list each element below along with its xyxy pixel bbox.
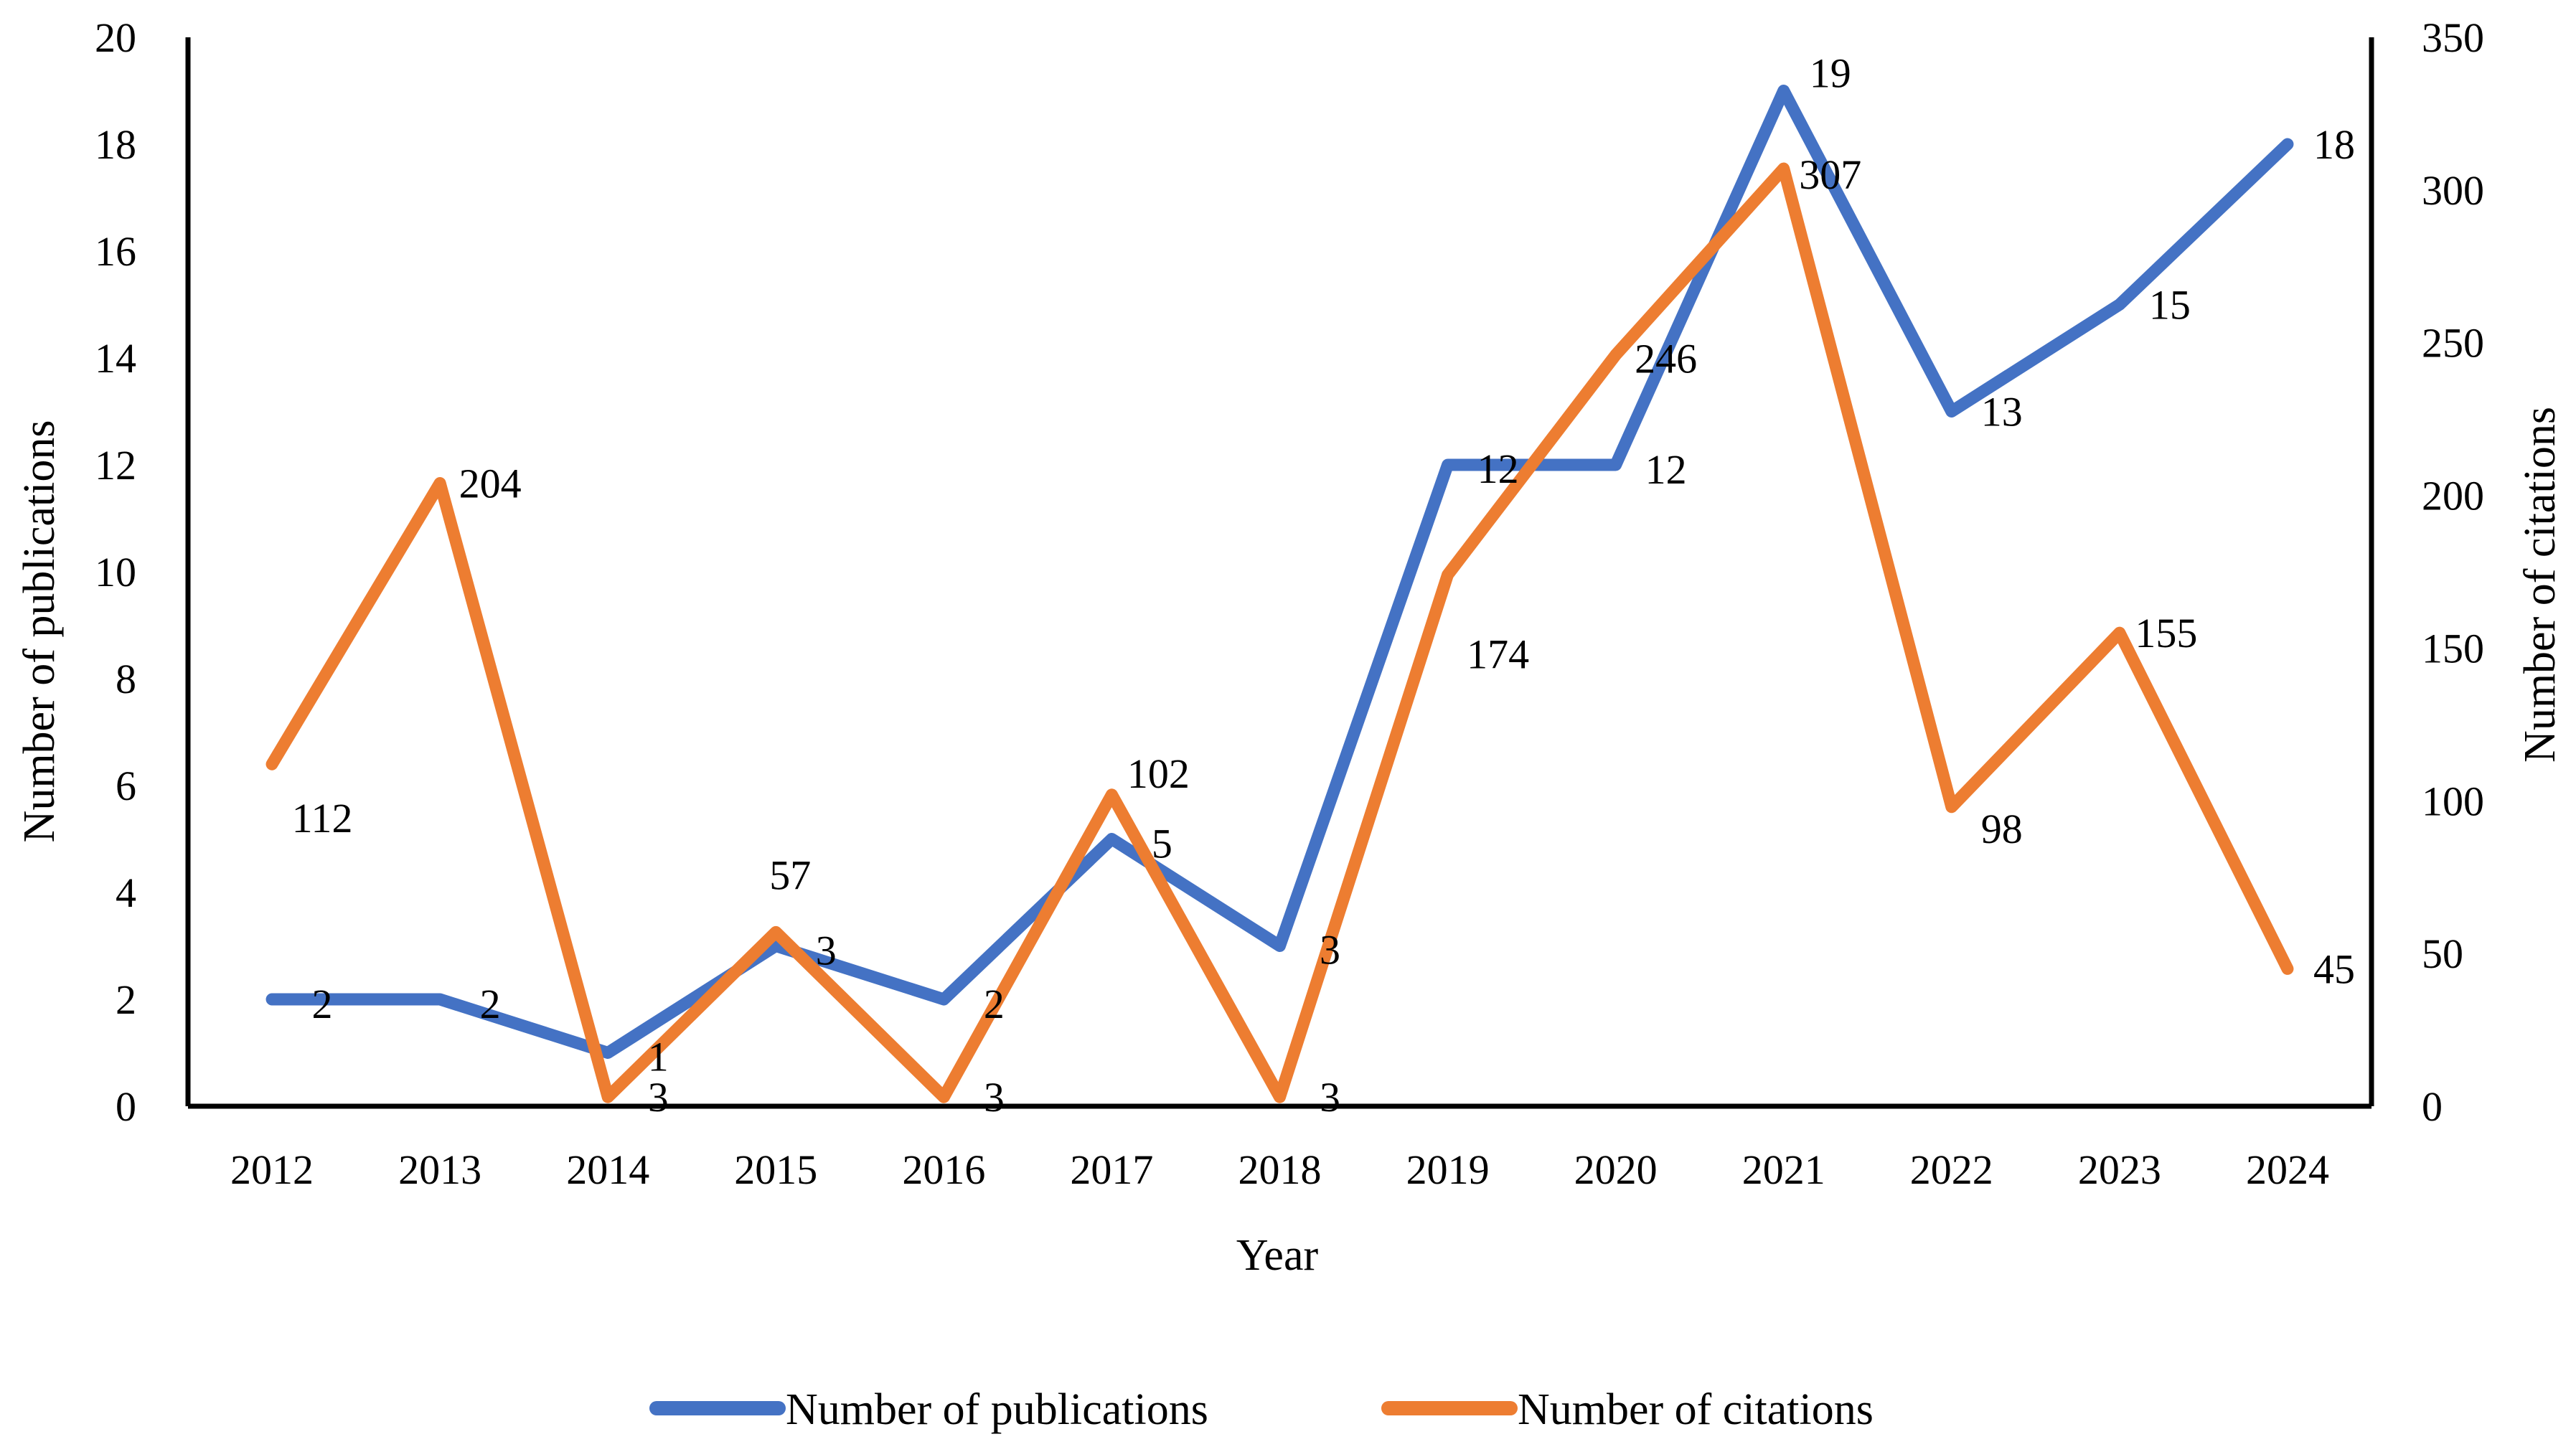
right-tick-label: 100: [2422, 778, 2484, 824]
citations-data-label: 155: [2135, 610, 2197, 656]
publications-data-label: 15: [2149, 282, 2191, 329]
publications-data-label: 5: [1152, 821, 1172, 867]
x-tick-label: 2023: [2078, 1146, 2161, 1193]
publications-data-label: 3: [1320, 927, 1340, 974]
citations-data-label: 3: [984, 1074, 1005, 1121]
citations-data-label: 174: [1467, 631, 1529, 677]
left-tick-label: 18: [95, 121, 136, 168]
citations-data-label: 112: [292, 795, 353, 842]
legend-label-publications: Number of publications: [786, 1385, 1208, 1434]
publications-data-label: 2: [312, 981, 333, 1027]
publications-data-label: 12: [1477, 446, 1519, 492]
citations-data-label: 98: [1981, 806, 2023, 852]
citations-data-label: 57: [769, 852, 811, 898]
right-axis-title: Number of citations: [2516, 407, 2565, 763]
publications-data-label: 2: [480, 981, 501, 1027]
x-tick-label: 2020: [1574, 1146, 1658, 1193]
right-axis-ticks: 0 50 100 150 200 250 300 350: [2422, 14, 2484, 1130]
x-axis-ticks: 2012 2013 2014 2015 2016 2017 2018 2019 2020 2021…: [230, 1146, 2329, 1193]
citations-line: [265, 162, 2294, 1103]
x-tick-label: 2012: [230, 1146, 314, 1193]
right-tick-label: 0: [2422, 1083, 2443, 1130]
x-tick-label: 2021: [1742, 1146, 1825, 1193]
publications-data-label: 13: [1981, 389, 2023, 435]
x-tick-label: 2015: [734, 1146, 817, 1193]
publications-line: [265, 85, 2294, 1059]
axes: [185, 37, 2374, 1109]
right-tick-label: 350: [2422, 14, 2484, 61]
x-tick-label: 2017: [1070, 1146, 1153, 1193]
publications-data-label: 12: [1645, 446, 1687, 493]
right-tick-label: 300: [2422, 167, 2484, 214]
left-tick-label: 8: [116, 656, 136, 702]
left-tick-label: 12: [95, 442, 136, 489]
legend-label-citations: Number of citations: [1518, 1385, 1874, 1434]
x-axis-title: Year: [1236, 1231, 1319, 1280]
left-axis-title: Number of publications: [15, 420, 64, 843]
left-tick-label: 10: [95, 549, 136, 595]
x-tick-label: 2013: [398, 1146, 481, 1193]
right-tick-label: 50: [2422, 930, 2463, 977]
left-tick-label: 4: [116, 869, 136, 916]
x-tick-label: 2018: [1238, 1146, 1322, 1193]
x-tick-label: 2016: [902, 1146, 985, 1193]
left-tick-label: 6: [116, 763, 136, 809]
left-tick-label: 14: [95, 335, 136, 382]
publications-data-label: 19: [1810, 50, 1851, 97]
legend: Number of publications Number of citatio…: [649, 1385, 1874, 1434]
left-tick-label: 2: [116, 976, 136, 1023]
x-tick-label: 2019: [1406, 1146, 1490, 1193]
right-tick-label: 150: [2422, 625, 2484, 671]
right-tick-label: 250: [2422, 320, 2484, 367]
publications-data-label: 3: [816, 928, 837, 974]
citations-data-label: 204: [459, 461, 522, 507]
left-tick-label: 0: [116, 1083, 136, 1130]
citations-data-label: 45: [2313, 946, 2355, 992]
left-axis-ticks: 0 2 4 6 8 10 12 14 16 18 20: [95, 14, 136, 1130]
x-tick-label: 2014: [566, 1146, 649, 1193]
citations-data-label: 3: [648, 1074, 669, 1121]
left-tick-label: 16: [95, 228, 136, 275]
x-tick-label: 2024: [2246, 1146, 2329, 1193]
publications-data-label: 1: [648, 1034, 669, 1080]
series-lines: [265, 85, 2294, 1103]
citations-data-label: 3: [1320, 1074, 1340, 1121]
citations-data-label: 102: [1127, 750, 1190, 797]
citations-data-label: 246: [1635, 336, 1697, 382]
x-tick-label: 2022: [1910, 1146, 1993, 1193]
right-tick-label: 200: [2422, 473, 2484, 519]
left-tick-label: 20: [95, 14, 136, 61]
publications-data-label: 18: [2313, 121, 2355, 168]
publications-data-label: 2: [984, 981, 1005, 1027]
citations-data-label: 307: [1799, 151, 1861, 198]
